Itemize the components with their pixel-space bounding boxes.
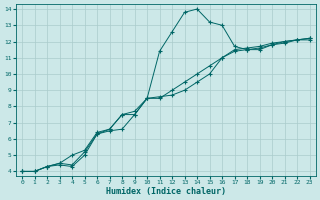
X-axis label: Humidex (Indice chaleur): Humidex (Indice chaleur)	[106, 187, 226, 196]
